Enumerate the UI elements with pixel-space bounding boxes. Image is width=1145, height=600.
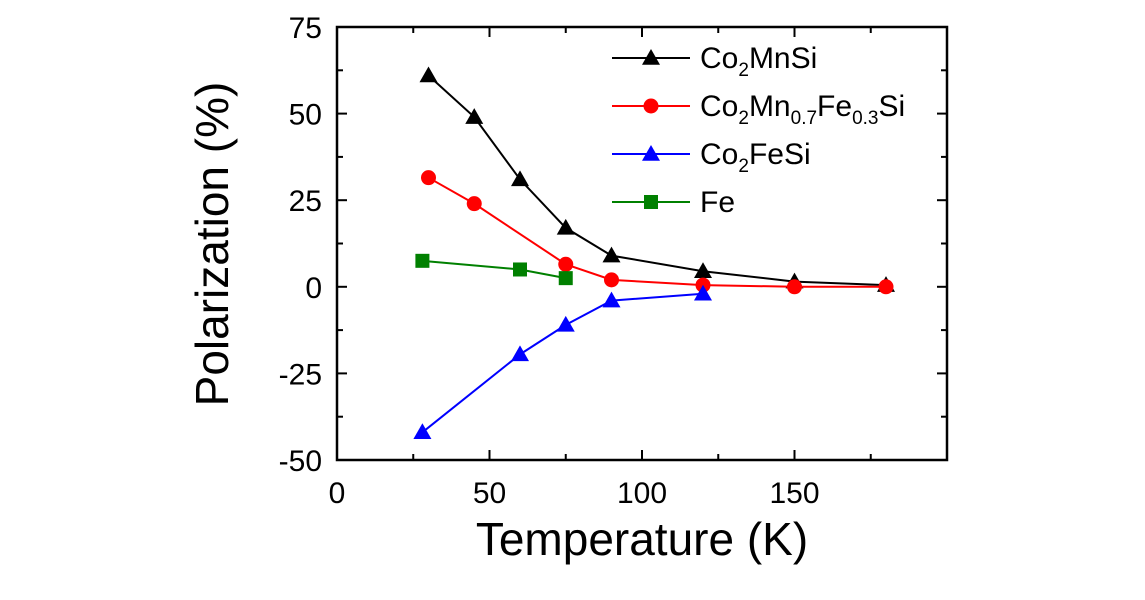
data-point (604, 272, 619, 288)
data-point (558, 256, 574, 272)
data-point (602, 291, 621, 308)
series-3 (415, 253, 573, 286)
data-point (558, 271, 573, 286)
series-line (422, 259, 566, 280)
legend: Co2MnSi Co2Mn0.7Fe0.3Si Co2FeSi Fe (612, 42, 905, 219)
data-point (413, 423, 432, 440)
y-tick-labels: -50 -25 0 25 50 75 (279, 12, 322, 478)
legend-item: Co2MnSi (612, 42, 817, 81)
y-tick-label: 75 (289, 12, 322, 45)
legend-label: Co2Mn0.7Fe0.3Si (700, 90, 905, 129)
data-point (415, 253, 430, 268)
series-line (428, 176, 886, 288)
series-line (427, 74, 887, 287)
x-tick-label: 100 (617, 477, 667, 510)
x-tick-label: 0 (329, 477, 346, 510)
data-point (878, 279, 894, 295)
x-axis-label: Temperature (K) (476, 513, 808, 565)
series-2 (413, 284, 712, 440)
data-point (466, 196, 482, 212)
legend-label: Co2FeSi (700, 138, 811, 177)
y-tick-label: -25 (279, 358, 322, 391)
y-axis-label: Polarization (%) (186, 82, 238, 407)
data-point (556, 218, 575, 235)
legend-marker (642, 145, 660, 161)
data-point (465, 108, 484, 124)
data-point (787, 279, 802, 295)
x-tick-label: 150 (769, 477, 819, 510)
data-point (419, 66, 438, 83)
legend-marker (642, 49, 660, 65)
legend-label: Co2MnSi (700, 42, 817, 81)
data-point (511, 170, 529, 187)
y-tick-label: 25 (289, 185, 322, 218)
data-point (602, 246, 621, 263)
y-tick-label: 0 (305, 272, 322, 305)
legend-label: Fe (700, 186, 735, 219)
legend-item: Co2FeSi (612, 138, 811, 177)
data-point (511, 345, 529, 362)
series-line (421, 292, 704, 434)
y-tick-label: -50 (279, 445, 322, 478)
x-tick-label: 50 (473, 477, 506, 510)
legend-item: Fe (612, 186, 735, 219)
data-point (694, 262, 712, 278)
data-point (694, 284, 712, 301)
data-point (421, 170, 436, 186)
plot-frame (335, 25, 949, 462)
data-point (513, 262, 527, 277)
legend-marker (644, 195, 658, 209)
axis-ticks (336, 26, 948, 461)
x-tick-labels: 0 50 100 150 (329, 477, 820, 510)
series-layer (413, 66, 895, 440)
legend-item: Co2Mn0.7Fe0.3Si (612, 90, 905, 129)
y-tick-label: 50 (289, 99, 322, 132)
data-point (556, 315, 575, 332)
series-1 (421, 170, 894, 295)
legend-marker (643, 98, 659, 114)
